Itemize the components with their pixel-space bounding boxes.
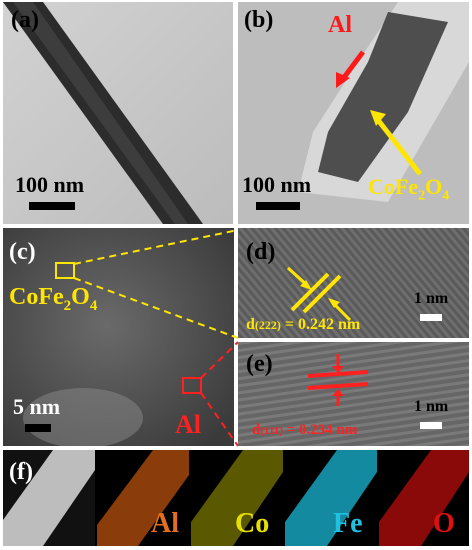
panel-b-scale-label: 100 nm <box>242 172 312 197</box>
panel-b-cofe2o4-label: CoFe2O4 <box>368 174 450 204</box>
panel-b-label: (b) <box>244 7 274 33</box>
o-map <box>379 450 469 546</box>
panel-a: (a) 100 nm <box>3 2 233 224</box>
panel-a-scale-bar <box>29 202 75 210</box>
panel-d-scale-bar <box>420 314 442 321</box>
panel-b-scale-bar <box>256 202 300 210</box>
panel-f-label: (f) <box>9 459 33 485</box>
panel-b: (b) Al CoFe2O4 100 nm <box>238 2 469 224</box>
panel-f: (f) Al Co Fe O <box>3 450 469 546</box>
panel-c-scale-label: 5 nm <box>13 394 61 419</box>
panel-d: (d) d(222) = 0.242 nm 1 nm <box>238 228 469 338</box>
panel-f-image <box>3 450 469 546</box>
cofe2o4-core <box>318 12 448 182</box>
panel-e-spacing-label: d(111) = 0.234 nm <box>252 422 358 438</box>
panel-d-spacing-label: d(222) = 0.242 nm <box>246 316 361 333</box>
panel-c: (c) CoFe2O4 Al 5 nm <box>3 228 234 446</box>
panel-a-scale-label: 100 nm <box>15 172 85 197</box>
panel-d-scale-label: 1 nm <box>414 290 449 307</box>
panel-b-al-label: Al <box>328 12 352 38</box>
region-box-al <box>182 377 202 394</box>
haadf-map <box>3 450 95 546</box>
map-fe-label: Fe <box>333 508 363 539</box>
panel-e-scale-bar <box>420 422 442 429</box>
panel-c-al-label: Al <box>175 410 201 439</box>
map-co-label: Co <box>235 508 270 539</box>
panel-e: (e) d(111) = 0.234 nm 1 nm <box>238 342 469 446</box>
panel-e-label: (e) <box>246 351 273 377</box>
map-o-label: O <box>433 508 455 539</box>
map-al-label: Al <box>151 508 179 539</box>
panel-c-label: (c) <box>9 239 36 265</box>
panel-c-scale-bar <box>25 424 51 432</box>
region-box-cofe2o4 <box>55 262 75 279</box>
panel-d-label: (d) <box>246 239 276 265</box>
al-map <box>97 450 189 546</box>
panel-c-cofe2o4-label: CoFe2O4 <box>9 284 98 314</box>
panel-a-label: (a) <box>11 7 39 33</box>
co-map <box>191 450 283 546</box>
panel-b-image <box>238 2 469 224</box>
panel-e-scale-label: 1 nm <box>414 398 449 415</box>
panel-a-image <box>3 2 233 224</box>
fe-map <box>285 450 377 546</box>
